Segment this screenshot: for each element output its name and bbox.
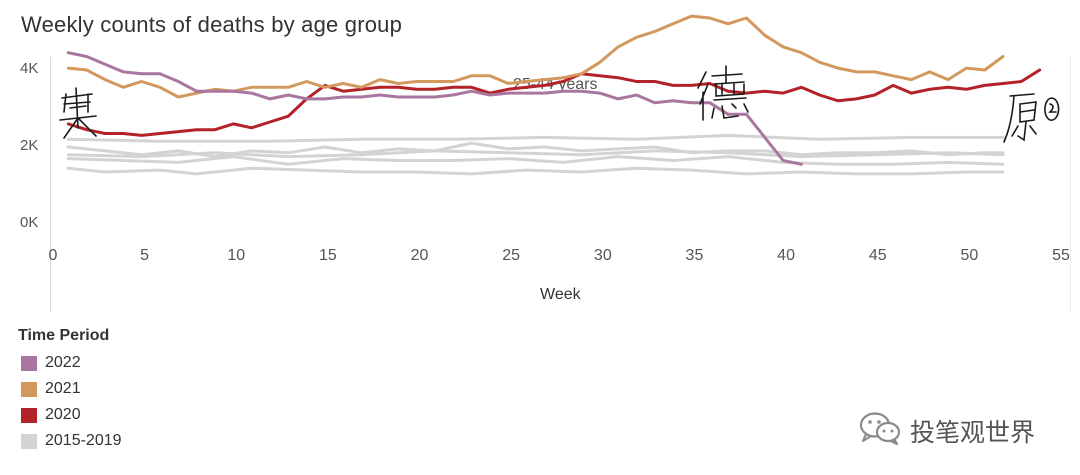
series-layer: [66, 14, 1042, 176]
x-tick-label: 20: [410, 247, 429, 264]
legend-swatch: [21, 382, 37, 397]
handwriting-layer: [59, 65, 1060, 143]
legend-label: 2015-2019: [45, 432, 122, 449]
wechat-logo-icon: [859, 412, 901, 446]
x-tick-label: 10: [227, 247, 246, 264]
y-tick-label: 4K: [20, 60, 39, 77]
y-tick-label: 2K: [20, 137, 39, 154]
x-tick-label: 40: [777, 247, 795, 264]
series-line-2022-0: [66, 51, 803, 166]
x-tick-label: 30: [593, 247, 612, 264]
legend-title: Time Period: [18, 327, 110, 344]
legend-label: 2022: [45, 354, 81, 371]
y-tick-label: 0K: [20, 214, 39, 231]
series-line-2015-2019-4: [66, 141, 1005, 159]
watermark-text: 投笔观世界: [910, 419, 1036, 447]
legend-swatch: [21, 356, 37, 371]
series-line-2015-2019-5: [66, 155, 1005, 166]
x-axis-label: Week: [540, 286, 581, 303]
x-tick-label: 5: [140, 247, 150, 264]
x-tick-label: 55: [1052, 247, 1070, 264]
legend-swatch: [21, 408, 37, 423]
handwritten-mark-right: [1003, 93, 1060, 143]
x-tick-label: 50: [960, 247, 979, 264]
handwritten-mark-middle: [697, 65, 749, 121]
series-line-2015-2019-6: [66, 166, 1005, 176]
legend-label: 2020: [45, 406, 81, 423]
x-tick-label: 0: [48, 247, 58, 264]
handwritten-mark-left: [59, 87, 97, 139]
x-tick-label: 25: [502, 247, 521, 264]
legend-label: 2021: [45, 380, 81, 397]
legend-swatch: [21, 434, 37, 449]
x-tick-label: 15: [319, 247, 337, 264]
x-tick-label: 35: [685, 247, 704, 264]
series-line-2015-2019-3: [66, 133, 1005, 143]
series-line-2020-2: [66, 68, 1042, 137]
x-tick-label: 45: [868, 247, 887, 264]
chart-title: Weekly counts of deaths by age group: [21, 12, 403, 37]
